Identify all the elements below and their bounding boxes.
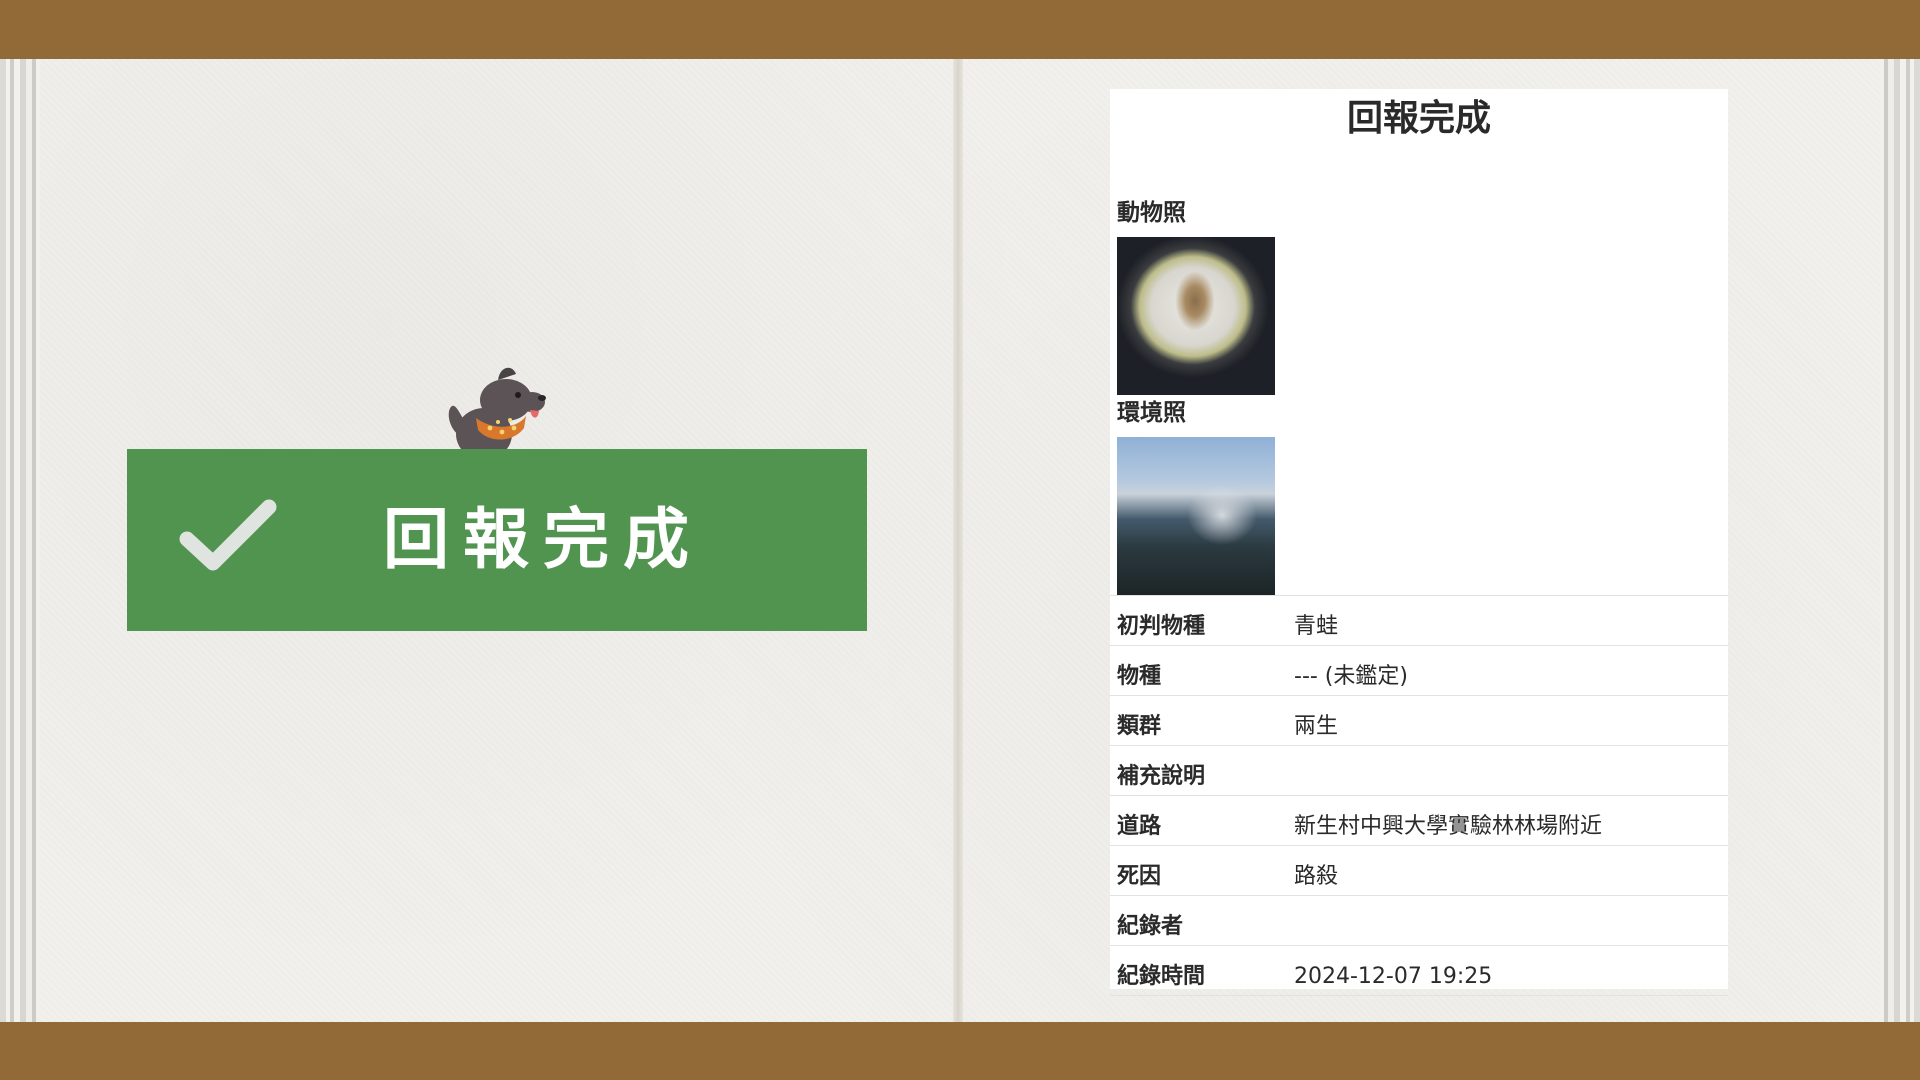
animal-specimen-image <box>1175 271 1215 331</box>
field-value: 新生村中興大學實驗林林場附近 <box>1294 814 1603 839</box>
table-row: 類群 兩生 <box>1110 696 1728 746</box>
book-spine-divider <box>953 59 963 1022</box>
table-row: 道路 新生村中興大學實驗林林場附近 <box>1110 796 1728 846</box>
environment-photo[interactable] <box>1117 437 1275 595</box>
field-key: 紀錄者 <box>1117 914 1184 939</box>
table-row: 紀錄時間 2024-12-07 19:25 <box>1110 946 1728 996</box>
left-page-edge <box>0 59 40 1022</box>
field-value: 兩生 <box>1294 714 1339 739</box>
table-row: 補充說明 <box>1110 746 1728 796</box>
animal-photo[interactable] <box>1117 237 1275 395</box>
field-key: 補充說明 <box>1117 764 1206 789</box>
check-icon <box>179 497 279 577</box>
top-frame-bar <box>0 0 1920 59</box>
field-value: 青蛙 <box>1294 614 1339 639</box>
report-details-table: 初判物種 青蛙 物種 --- (未鑑定) 類群 兩生 補充說明 道路 新生村中興… <box>1110 595 1728 996</box>
field-key: 紀錄時間 <box>1117 964 1206 989</box>
field-key: 初判物種 <box>1117 614 1206 639</box>
right-page-edge <box>1880 59 1920 1022</box>
bottom-frame-bar <box>0 1022 1920 1080</box>
field-value: --- (未鑑定) <box>1294 664 1408 689</box>
report-card: 回報完成 動物照 環境照 初判物種 青蛙 物種 --- (未鑑定) 類群 兩生 … <box>1110 89 1728 996</box>
table-row: 紀錄者 <box>1110 896 1728 946</box>
field-key: 道路 <box>1117 814 1162 839</box>
card-title: 回報完成 <box>1346 98 1491 139</box>
table-row: 死因 路殺 <box>1110 846 1728 896</box>
environment-photo-label: 環境照 <box>1117 400 1186 426</box>
banner-title: 回報完成 <box>383 501 703 578</box>
animal-photo-label: 動物照 <box>1117 200 1186 226</box>
table-row: 初判物種 青蛙 <box>1110 596 1728 646</box>
field-value: 路殺 <box>1294 864 1339 889</box>
field-key: 物種 <box>1117 664 1162 689</box>
table-row: 物種 --- (未鑑定) <box>1110 646 1728 696</box>
field-key: 類群 <box>1117 714 1162 739</box>
environment-mist-image <box>1187 485 1257 545</box>
field-value: 2024-12-07 19:25 <box>1294 964 1493 989</box>
report-complete-banner: 回報完成 <box>127 449 867 631</box>
field-key: 死因 <box>1117 864 1162 889</box>
